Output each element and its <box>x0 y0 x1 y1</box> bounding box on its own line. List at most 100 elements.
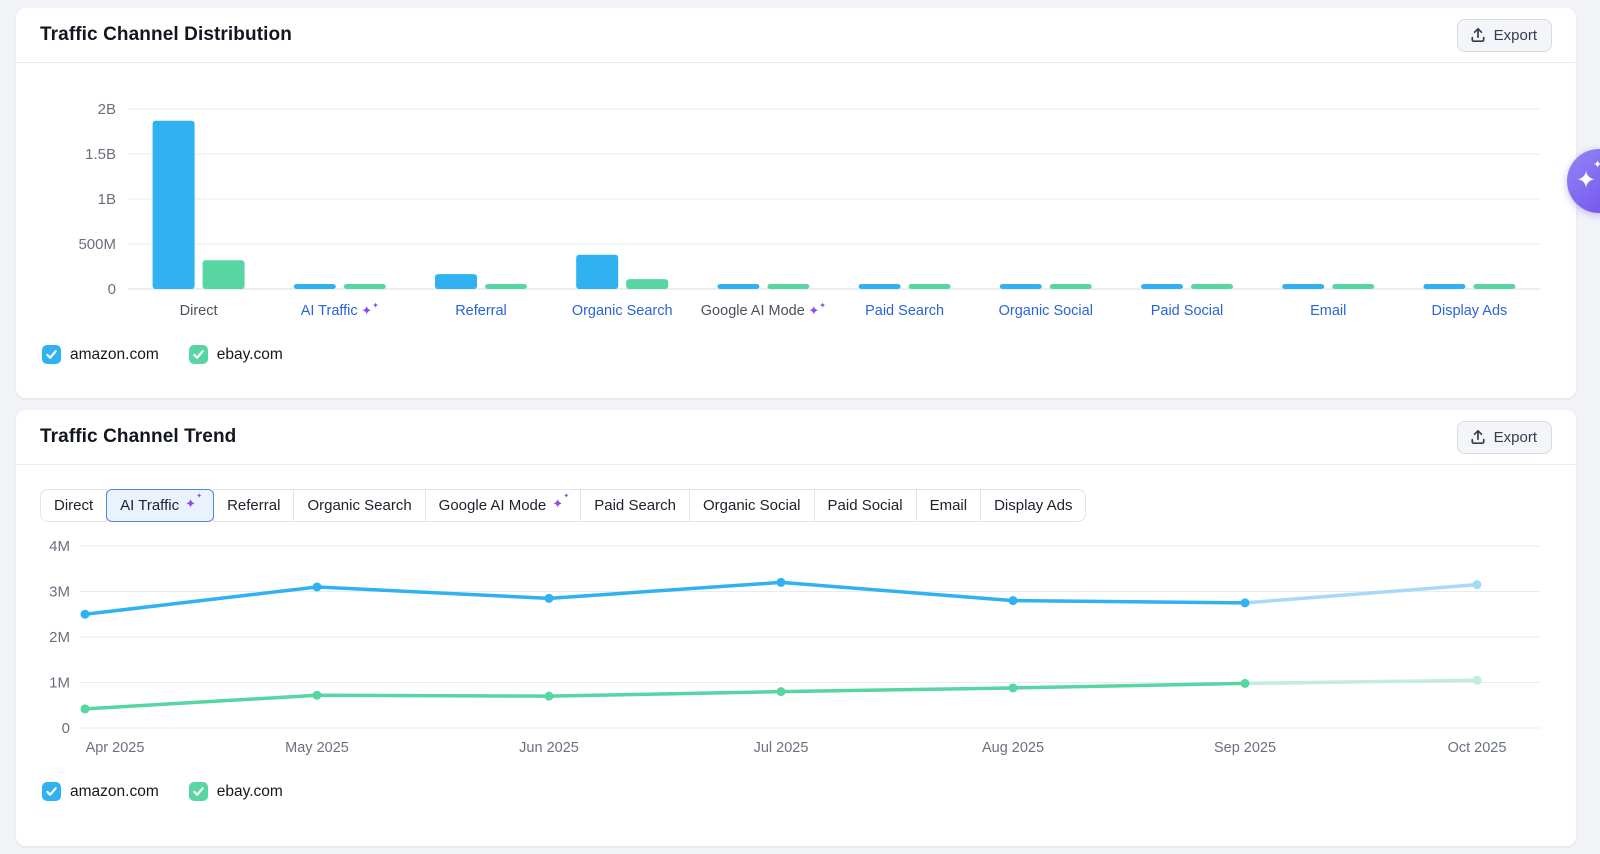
bar-amazon-com-paid-social[interactable] <box>1141 284 1183 289</box>
data-point-amazon-com-sep-2025[interactable] <box>1240 598 1250 608</box>
panel-header: Traffic Channel Distribution Export <box>16 8 1576 63</box>
bar-ebay-com-organic-search[interactable] <box>626 279 669 289</box>
trend-line-forecast-ebay-com <box>1243 678 1479 686</box>
line-chart-area: 4M 3M 2M 1M 0 Apr 2025 May 2025 Jun 2025 Jul 202… <box>16 534 1576 766</box>
tab-label: Paid Search <box>594 497 676 514</box>
data-point-ebay-com-oct-2025[interactable] <box>1472 675 1482 685</box>
x-axis-tick-jun-2025: Jun 2025 <box>519 740 579 756</box>
data-point-amazon-com-aug-2025[interactable] <box>1008 596 1018 606</box>
category-label-email[interactable]: Email <box>1310 303 1346 319</box>
tab-label: Organic Social <box>702 497 801 514</box>
channel-tab-bar: Direct AI Traffic ✦ ✦ Referral Organic Search… <box>40 489 1087 522</box>
bar-amazon-com-direct[interactable] <box>152 120 195 289</box>
y-axis-tick: 1B <box>98 191 116 208</box>
bar-amazon-com-referral[interactable] <box>435 274 477 289</box>
export-button-label: Export <box>1493 428 1537 446</box>
legend-checkbox-amazon-com[interactable] <box>42 782 61 801</box>
bar-ebay-com-email[interactable] <box>1332 284 1375 289</box>
x-axis-tick-aug-2025: Aug 2025 <box>982 740 1044 756</box>
bar-ebay-com-paid-social[interactable] <box>1191 284 1233 289</box>
category-label-organic-search[interactable]: Organic Search <box>572 303 673 319</box>
tab-paid-search[interactable]: Paid Search <box>580 489 690 522</box>
bar-ebay-com-google-ai-mode[interactable] <box>767 284 810 289</box>
x-axis-tick-oct-2025: Oct 2025 <box>1448 740 1507 756</box>
legend-checkbox-ebay-com[interactable] <box>188 345 208 364</box>
legend-item-amazon-com: amazon.com <box>42 345 159 364</box>
legend-label: amazon.com <box>70 782 159 800</box>
bar-ebay-com-organic-social[interactable] <box>1049 284 1092 289</box>
export-upload-icon <box>1471 27 1485 43</box>
tab-label: AI Traffic <box>120 497 180 514</box>
data-point-amazon-com-oct-2025[interactable] <box>1472 580 1482 590</box>
export-button[interactable]: Export <box>1456 420 1552 454</box>
traffic-channel-trend-panel: Traffic Channel Trend Export Direct AI Tr… <box>16 410 1576 846</box>
tab-referral[interactable]: Referral <box>213 489 295 522</box>
tab-label: Paid Social <box>827 497 903 514</box>
category-label-referral[interactable]: Referral <box>455 303 507 319</box>
tab-google-ai-mode[interactable]: Google AI Mode ✦ ✦ <box>424 489 582 522</box>
checkmark-icon <box>192 350 204 359</box>
bar-amazon-com-paid-search[interactable] <box>858 284 901 289</box>
panel-title: Traffic Channel Distribution <box>40 24 292 45</box>
category-label-ai-traffic[interactable]: AI Traffic ✦✦ <box>301 301 379 319</box>
data-point-ebay-com-may-2025[interactable] <box>312 690 322 700</box>
bar-amazon-com-organic-search[interactable] <box>576 254 619 289</box>
data-point-ebay-com-sep-2025[interactable] <box>1240 678 1250 688</box>
bar-amazon-com-display-ads[interactable] <box>1423 284 1466 289</box>
legend-item-ebay-com: ebay.com <box>188 782 283 801</box>
bar-ebay-com-paid-search[interactable] <box>908 284 951 289</box>
data-point-amazon-com-apr-2025[interactable] <box>80 609 90 619</box>
data-point-ebay-com-apr-2025[interactable] <box>80 704 90 714</box>
legend-label: amazon.com <box>70 345 159 363</box>
category-label-paid-search[interactable]: Paid Search <box>865 303 944 319</box>
legend-item-amazon-com: amazon.com <box>42 782 159 801</box>
line-chart: 4M 3M 2M 1M 0 Apr 2025 May 2025 Jun 2025 Jul 202… <box>49 538 1540 756</box>
tab-label: Display Ads <box>994 497 1073 514</box>
legend-checkbox-amazon-com[interactable] <box>42 345 61 364</box>
tab-label: Google AI Mode <box>438 497 547 514</box>
bar-amazon-com-organic-social[interactable] <box>999 284 1042 289</box>
bar-ebay-com-ai-traffic[interactable] <box>343 284 386 289</box>
x-axis-tick-apr-2025: Apr 2025 <box>86 740 145 756</box>
trend-line-amazon-com <box>83 580 1247 616</box>
bar-amazon-com-google-ai-mode[interactable] <box>717 284 760 289</box>
export-button[interactable]: Export <box>1456 18 1552 52</box>
legend-item-ebay-com: ebay.com <box>188 345 283 364</box>
tab-ai-traffic[interactable]: AI Traffic ✦ ✦ <box>106 489 215 522</box>
tab-organic-search[interactable]: Organic Search <box>293 489 426 522</box>
y-axis-tick: 500M <box>78 236 116 253</box>
data-point-ebay-com-jul-2025[interactable] <box>776 687 786 697</box>
bar-chart-area: 2B 1.5B 1B 500M 0 Direct AI Traffic ✦✦ Referral… <box>16 95 1576 329</box>
category-label-organic-social[interactable]: Organic Social <box>999 303 1093 319</box>
bar-ebay-com-display-ads[interactable] <box>1473 284 1516 289</box>
bar-ebay-com-direct[interactable] <box>202 260 245 289</box>
data-point-amazon-com-jun-2025[interactable] <box>544 593 554 603</box>
tab-label: Organic Search <box>307 497 412 514</box>
legend-checkbox-ebay-com[interactable] <box>188 782 208 801</box>
data-point-ebay-com-aug-2025[interactable] <box>1008 683 1018 693</box>
category-label-google-ai-mode: Google AI Mode ✦✦ <box>701 301 827 319</box>
tab-organic-social[interactable]: Organic Social <box>688 489 815 522</box>
tab-label: Email <box>929 497 968 514</box>
tab-email[interactable]: Email <box>915 489 982 522</box>
tab-paid-social[interactable]: Paid Social <box>813 489 917 522</box>
tab-display-ads[interactable]: Display Ads <box>980 489 1087 522</box>
bar-amazon-com-ai-traffic[interactable] <box>293 284 336 289</box>
bar-ebay-com-referral[interactable] <box>485 284 527 289</box>
trend-legend: amazon.com ebay.com <box>16 766 1576 801</box>
checkmark-icon <box>46 350 57 359</box>
y-axis-tick: 1M <box>49 675 70 692</box>
trend-line-ebay-com <box>83 681 1247 711</box>
data-point-amazon-com-jul-2025[interactable] <box>776 577 786 587</box>
y-axis-tick: 0 <box>108 281 116 298</box>
tab-direct[interactable]: Direct <box>40 489 108 522</box>
bar-amazon-com-email[interactable] <box>1282 284 1325 289</box>
data-point-ebay-com-jun-2025[interactable] <box>544 691 554 701</box>
category-label-display-ads[interactable]: Display Ads <box>1432 303 1508 319</box>
export-button-label: Export <box>1493 26 1537 44</box>
category-label-paid-social[interactable]: Paid Social <box>1151 303 1224 319</box>
category-label-direct: Direct <box>180 303 218 319</box>
data-point-amazon-com-may-2025[interactable] <box>312 582 322 592</box>
panel-header: Traffic Channel Trend Export <box>16 410 1576 465</box>
